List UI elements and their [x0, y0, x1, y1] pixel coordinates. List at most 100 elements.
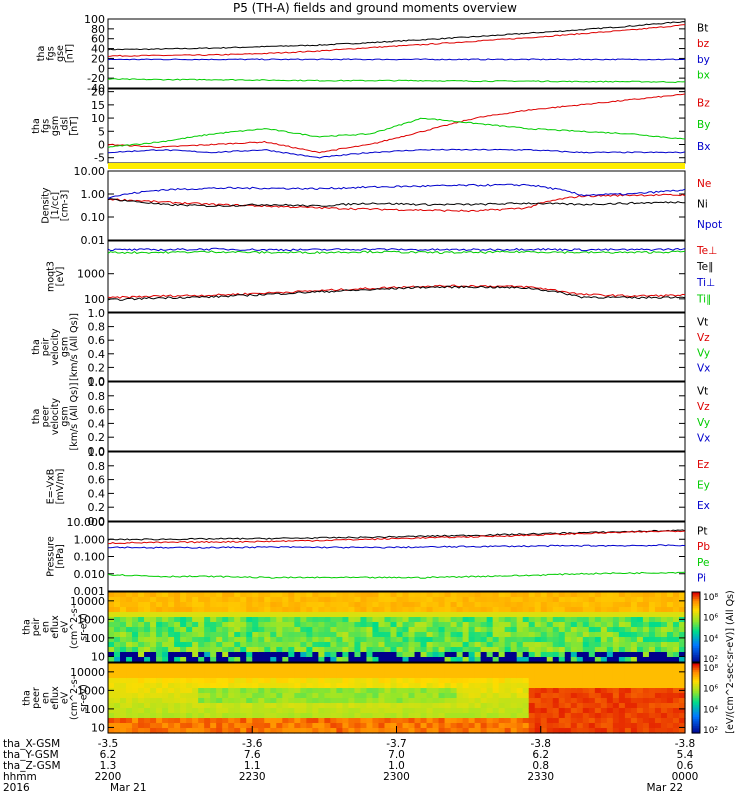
heatmap-cell [210, 663, 217, 669]
heatmap-cell [678, 592, 686, 598]
heatmap-cell [456, 713, 464, 719]
heatmap-cell [186, 703, 193, 709]
heatmap-cell [564, 597, 572, 603]
heatmap-cell [288, 597, 295, 603]
heatmap-cell [228, 592, 235, 598]
heatmap-cell [678, 693, 686, 699]
heatmap-cell [426, 652, 434, 658]
heatmap-cell [372, 708, 380, 714]
heatmap-cell [264, 663, 271, 669]
heatmap-cell [552, 723, 560, 729]
heatmap-cell [240, 703, 247, 709]
heatmap-cell [672, 718, 680, 724]
heatmap-cell [288, 678, 295, 684]
heatmap-cell [456, 673, 464, 679]
heatmap-cell [156, 713, 163, 719]
heatmap-cell [300, 678, 307, 684]
heatmap-cell [174, 627, 181, 633]
heatmap-cell [588, 703, 596, 709]
heatmap-cell [198, 632, 205, 638]
heatmap-cell [396, 592, 404, 598]
heatmap-cell [678, 673, 686, 679]
heatmap-cell [498, 592, 506, 598]
heatmap-cell [264, 607, 271, 613]
heatmap-cell [216, 713, 223, 719]
heatmap-cell [258, 698, 265, 704]
colorbar-swatch [692, 625, 700, 628]
heatmap-cell [354, 693, 362, 699]
heatmap-cell [432, 607, 440, 613]
heatmap-cell [336, 612, 344, 618]
heatmap-cell [648, 647, 656, 653]
heatmap-cell [474, 663, 482, 669]
heatmap-cell [498, 703, 506, 709]
heatmap-cell [126, 637, 133, 643]
heatmap-cell [582, 728, 590, 734]
heatmap-cell [534, 617, 542, 623]
y-axis-label: en [41, 621, 52, 633]
heatmap-cell [510, 668, 518, 674]
colorbar-swatch [692, 666, 700, 669]
heatmap-cell [462, 723, 470, 729]
heatmap-cell [372, 723, 380, 729]
heatmap-cell [360, 652, 368, 658]
heatmap-cell [456, 607, 464, 613]
heatmap-cell [198, 612, 205, 618]
y-axis-label: tha [31, 339, 42, 355]
heatmap-cell [270, 688, 277, 694]
heatmap-cell [414, 622, 422, 628]
heatmap-cell [624, 607, 632, 613]
heatmap-cell [420, 597, 428, 603]
heatmap-cell [120, 723, 127, 729]
colorbar-swatch [692, 678, 700, 682]
heatmap-cell [420, 668, 428, 674]
heatmap-cell [474, 592, 482, 598]
heatmap-cell [570, 637, 578, 643]
heatmap-cell [294, 627, 301, 633]
heatmap-cell [216, 678, 223, 684]
heatmap-cell [432, 612, 440, 618]
heatmap-cell [390, 678, 398, 684]
heatmap-cell [360, 678, 368, 684]
heatmap-cell [642, 617, 650, 623]
heatmap-cell [120, 612, 127, 618]
heatmap-cell [462, 703, 470, 709]
heatmap-cell [384, 627, 392, 633]
heatmap-cell [510, 678, 518, 684]
heatmap-cell [330, 602, 337, 608]
heatmap-cell [198, 607, 205, 613]
heatmap-cell [264, 637, 271, 643]
heatmap-cell [534, 688, 542, 694]
heatmap-cell [438, 592, 446, 598]
heatmap-cell [336, 678, 344, 684]
heatmap-cell [540, 698, 548, 704]
heatmap-cell [672, 663, 680, 669]
heatmap-cell [654, 723, 662, 729]
heatmap-cell [108, 632, 115, 638]
heatmap-cell [624, 597, 632, 603]
heatmap-cell [438, 723, 446, 729]
colorbar-swatch [692, 614, 700, 618]
heatmap-cell [228, 627, 235, 633]
heatmap-cell [486, 617, 494, 623]
heatmap-cell [174, 678, 181, 684]
heatmap-cell [594, 652, 602, 658]
heatmap-cell [462, 708, 470, 714]
heatmap-cell [120, 713, 127, 719]
heatmap-cell [594, 713, 602, 719]
heatmap-cell [540, 683, 548, 689]
heatmap-cell [546, 688, 554, 694]
heatmap-cell [150, 668, 157, 674]
heatmap-cell [642, 663, 650, 669]
heatmap-cell [522, 612, 530, 618]
heatmap-cell [600, 632, 608, 638]
heatmap-cell [120, 663, 127, 669]
heatmap-cell [180, 703, 187, 709]
heatmap-cell [474, 647, 482, 653]
heatmap-cell [120, 652, 127, 658]
heatmap-cell [492, 693, 500, 699]
heatmap-cell [618, 657, 626, 663]
heatmap-cell [126, 607, 133, 613]
heatmap-cell [264, 657, 271, 663]
series-Ti∥-line [107, 250, 686, 255]
